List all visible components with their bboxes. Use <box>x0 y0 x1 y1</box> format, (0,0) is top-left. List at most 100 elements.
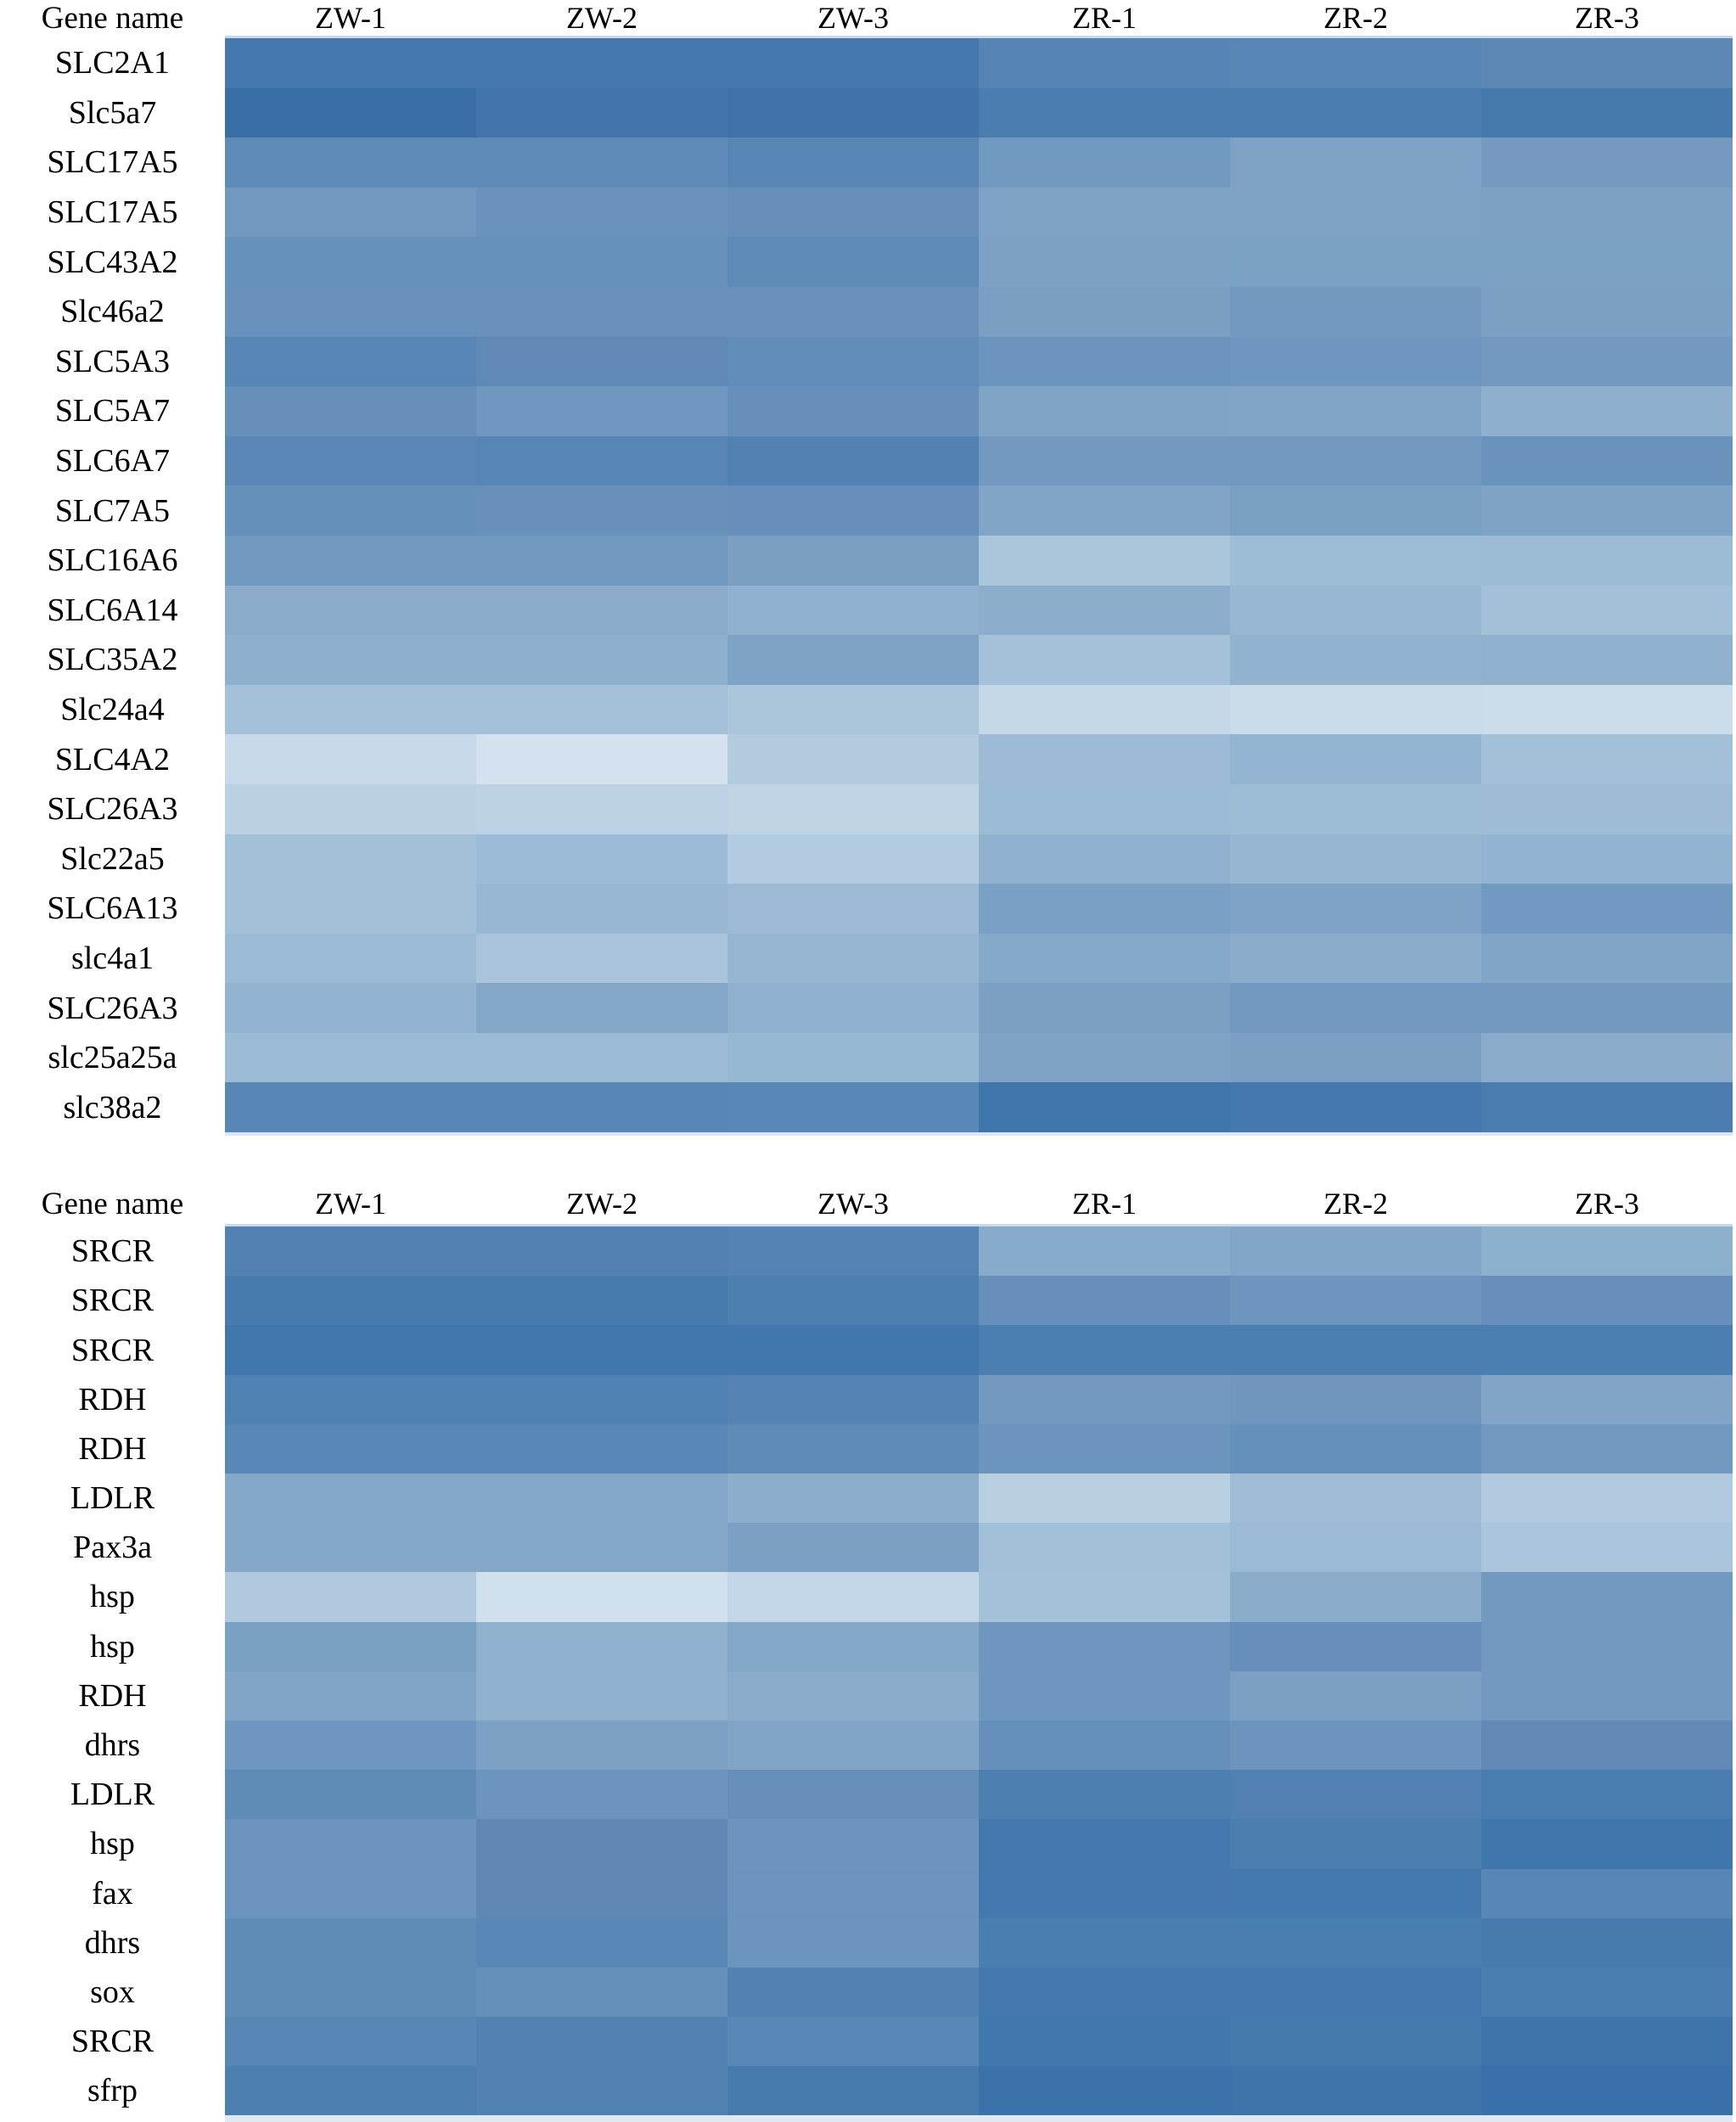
heatmap-cell <box>728 486 979 536</box>
heatmap-cell <box>1230 1474 1481 1524</box>
heatmap-cell <box>1481 386 1733 436</box>
heatmap-cell <box>1230 386 1481 436</box>
heatmap-cell <box>225 1917 476 1968</box>
gene-label: SLC43A2 <box>0 237 225 287</box>
heatmap-cell <box>979 1474 1230 1524</box>
heatmap-grid-top: SLC2A1 Slc5a7 SLC17A5 SLC17A5 SLC43A2 Slc46a2… <box>0 38 1736 1133</box>
heatmap-cell <box>1230 1572 1481 1622</box>
heatmap-top-edge-highlight <box>225 36 1733 38</box>
heatmap-cell <box>979 884 1230 934</box>
heatmap-cell <box>225 138 476 188</box>
heatmap-cell <box>1230 435 1481 486</box>
heatmap-cell <box>225 1227 476 1277</box>
heatmap-cell <box>1230 1917 1481 1968</box>
heatmap-cell <box>225 486 476 536</box>
column-header-zw-1: ZW-1 <box>315 1187 386 1221</box>
heatmap-cell <box>979 1032 1230 1083</box>
heatmap-cell <box>225 386 476 436</box>
heatmap-cell <box>979 138 1230 188</box>
heatmap-cell <box>979 2066 1230 2116</box>
heatmap-cell <box>225 38 476 88</box>
heatmap-cell <box>979 635 1230 685</box>
column-header-zw-1: ZW-1 <box>315 1 386 35</box>
heatmap-top-edge-highlight <box>225 1224 1733 1227</box>
heatmap-cell <box>225 187 476 238</box>
heatmap-cell <box>728 1621 979 1671</box>
heatmap-cell <box>1230 1670 1481 1721</box>
gene-label: hsp <box>0 1572 225 1622</box>
heatmap-cell <box>476 635 728 685</box>
heatmap-cell <box>1481 884 1733 934</box>
heatmap-cell <box>979 87 1230 138</box>
heatmap-cell <box>979 1770 1230 1820</box>
column-header-zw-3: ZW-3 <box>817 1 889 35</box>
heatmap-cell <box>728 1670 979 1721</box>
heatmap-cell <box>1230 2017 1481 2067</box>
heatmap-cell <box>1230 1082 1481 1133</box>
heatmap-cell <box>979 2017 1230 2067</box>
heatmap-cell <box>476 585 728 636</box>
heatmap-cell <box>1481 138 1733 188</box>
heatmap-cell <box>728 783 979 834</box>
heatmap-cell <box>225 237 476 287</box>
heatmap-cell <box>1230 1032 1481 1083</box>
heatmap-cell <box>1481 585 1733 636</box>
heatmap-cell <box>1230 1967 1481 2018</box>
heatmap-cell <box>476 884 728 934</box>
gene-label: SLC7A5 <box>0 486 225 536</box>
column-header-zr-3: ZR-3 <box>1575 1 1639 35</box>
column-header-zr-3: ZR-3 <box>1575 1187 1639 1221</box>
heatmap-cell <box>1481 1276 1733 1326</box>
gene-label: SRCR <box>0 1276 225 1326</box>
column-header-zr-1: ZR-1 <box>1072 1 1137 35</box>
heatmap-cell <box>225 1374 476 1424</box>
gene-label: dhrs <box>0 1917 225 1968</box>
heatmap-cell <box>225 336 476 387</box>
gene-label: SLC6A13 <box>0 884 225 934</box>
heatmap-cell <box>1481 1868 1733 1918</box>
heatmap-cell <box>476 87 728 138</box>
heatmap-cell <box>476 1572 728 1622</box>
heatmap-cell <box>979 1423 1230 1474</box>
heatmap-cell <box>728 1227 979 1277</box>
gene-label: sfrp <box>0 2066 225 2116</box>
gene-label: slc38a2 <box>0 1082 225 1133</box>
heatmap-cell <box>979 1967 1230 2018</box>
heatmap-cell <box>476 1819 728 1869</box>
heatmap-cell <box>225 635 476 685</box>
heatmap-cell <box>979 1082 1230 1133</box>
heatmap-cell <box>1481 1770 1733 1820</box>
gene-label: Slc22a5 <box>0 834 225 884</box>
heatmap-cell <box>476 983 728 1033</box>
gene-label: LDLR <box>0 1474 225 1524</box>
heatmap-cell <box>476 237 728 287</box>
gene-label: hsp <box>0 1621 225 1671</box>
heatmap-cell <box>476 535 728 586</box>
heatmap-cell <box>476 684 728 735</box>
heatmap-cell <box>476 1423 728 1474</box>
heatmap-cell <box>476 1227 728 1277</box>
heatmap-cell <box>979 1325 1230 1375</box>
heatmap-cell <box>728 535 979 586</box>
column-header-zr-2: ZR-2 <box>1323 1 1388 35</box>
corner-label-top: Gene name <box>41 0 184 36</box>
heatmap-cell <box>225 1423 476 1474</box>
heatmap-cell <box>1230 138 1481 188</box>
heatmap-cell <box>225 734 476 784</box>
heatmap-cell <box>225 1819 476 1869</box>
gene-label: SRCR <box>0 1227 225 1277</box>
heatmap-cell <box>728 1082 979 1133</box>
heatmap-cell <box>1481 983 1733 1033</box>
heatmap-cell <box>225 1621 476 1671</box>
heatmap-cell <box>225 1572 476 1622</box>
heatmap-cell <box>1230 2066 1481 2116</box>
heatmap-cell <box>979 1917 1230 1968</box>
heatmap-cell <box>728 386 979 436</box>
heatmap-cell <box>1481 1572 1733 1622</box>
panel-gap <box>0 1136 1736 1184</box>
heatmap-cell <box>476 1082 728 1133</box>
heatmap-cell <box>979 933 1230 984</box>
heatmap-cell <box>979 386 1230 436</box>
heatmap-cell <box>225 783 476 834</box>
